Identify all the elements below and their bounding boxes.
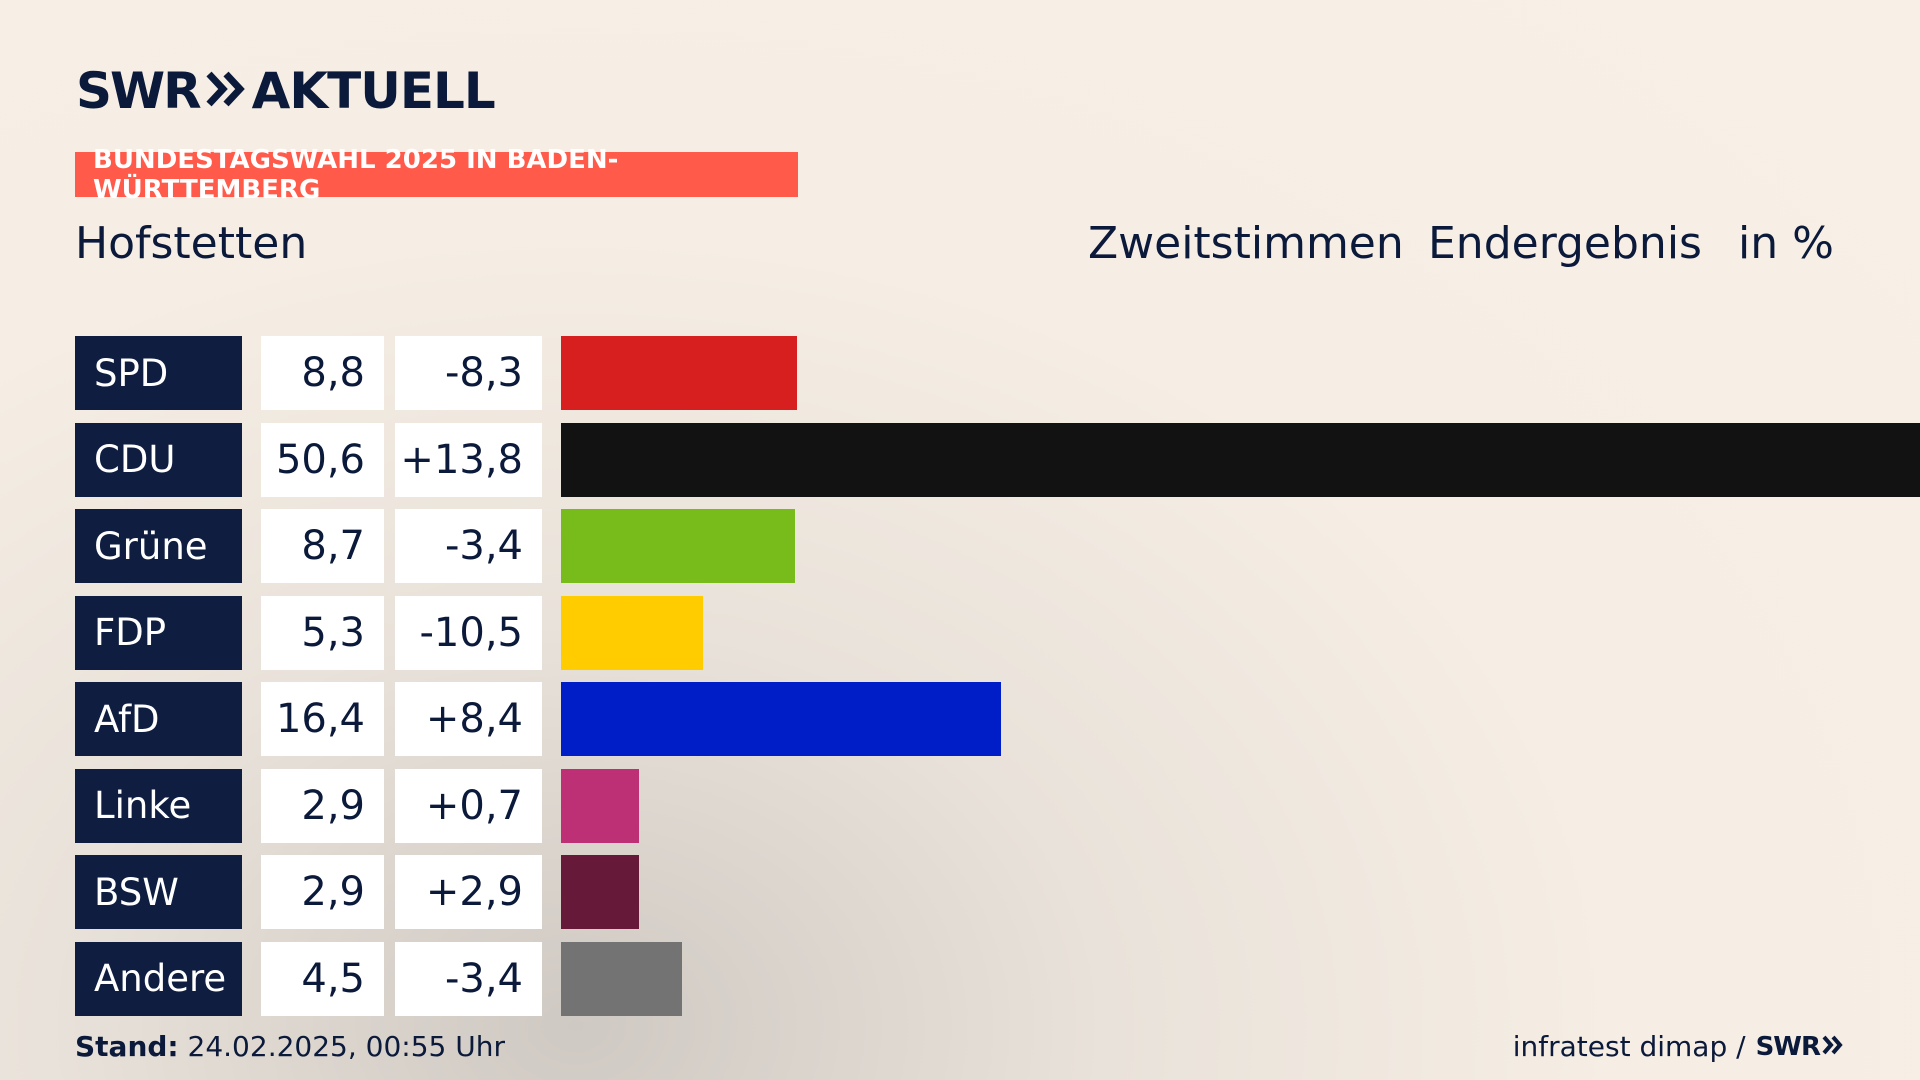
- value-label: 2,9: [261, 855, 384, 929]
- result-bar: [561, 682, 1002, 756]
- source-double-chevron-icon: [1822, 1030, 1844, 1063]
- diff-label: +2,9: [395, 855, 542, 929]
- stand-label: Stand:: [75, 1030, 179, 1063]
- value-label: 2,9: [261, 768, 384, 843]
- header-status: Endergebnis: [1428, 218, 1702, 269]
- result-bar: [561, 855, 639, 929]
- party-label: BSW: [75, 855, 242, 929]
- result-row: FDP 5,3 -10,5: [75, 595, 1875, 670]
- party-label: Grüne: [75, 509, 242, 583]
- result-row: Grüne 8,7 -3,4: [75, 509, 1875, 583]
- party-label: AfD: [75, 682, 242, 756]
- source-text: infratest dimap /: [1512, 1030, 1746, 1063]
- diff-label: +13,8: [395, 422, 542, 497]
- party-label: FDP: [75, 595, 242, 670]
- result-row: Linke 2,9 +0,7: [75, 768, 1875, 843]
- stand-value: 24.02.2025, 00:55 Uhr: [187, 1030, 505, 1063]
- result-row: Andere 4,5 -3,4: [75, 941, 1875, 1016]
- diff-label: -3,4: [395, 509, 542, 583]
- stand-info: Stand: 24.02.2025, 00:55 Uhr: [75, 1030, 505, 1063]
- result-bar: [561, 595, 704, 670]
- logo-aktuell-text: AKTUELL: [251, 62, 496, 120]
- diff-label: -3,4: [395, 941, 542, 1016]
- result-row: CDU 50,6 +13,8: [75, 422, 1920, 497]
- result-bar: [561, 336, 798, 410]
- header-unit: in %: [1738, 218, 1834, 269]
- party-label: Andere: [75, 941, 242, 1016]
- diff-label: -8,3: [395, 336, 542, 410]
- swr-aktuell-logo: SWR AKTUELL: [76, 62, 496, 120]
- diff-label: +8,4: [395, 682, 542, 756]
- logo-swr-text: SWR: [76, 62, 202, 120]
- diff-label: -10,5: [395, 595, 542, 670]
- result-bar: [561, 422, 1920, 497]
- result-bar: [561, 941, 682, 1016]
- result-bar: [561, 768, 639, 843]
- value-label: 8,7: [261, 509, 384, 583]
- result-row: SPD 8,8 -8,3: [75, 336, 1875, 410]
- place-title: Hofstetten: [75, 218, 308, 269]
- double-chevron-icon: [206, 70, 246, 112]
- result-row: BSW 2,9 +2,9: [75, 855, 1875, 929]
- party-label: SPD: [75, 336, 242, 410]
- party-label: Linke: [75, 768, 242, 843]
- election-banner: BUNDESTAGSWAHL 2025 IN BADEN-WÜRTTEMBERG: [75, 145, 798, 205]
- source-brand: SWR: [1755, 1031, 1821, 1062]
- value-label: 5,3: [261, 595, 384, 670]
- value-label: 50,6: [261, 422, 384, 497]
- source-info: infratest dimap / SWR: [1513, 1030, 1844, 1063]
- party-label: CDU: [75, 422, 242, 497]
- value-label: 16,4: [261, 682, 384, 756]
- value-label: 8,8: [261, 336, 384, 410]
- value-label: 4,5: [261, 941, 384, 1016]
- result-row: AfD 16,4 +8,4: [75, 682, 1875, 756]
- header-votes: Zweitstimmen: [1088, 218, 1404, 269]
- result-bar: [561, 509, 795, 583]
- diff-label: +0,7: [395, 768, 542, 843]
